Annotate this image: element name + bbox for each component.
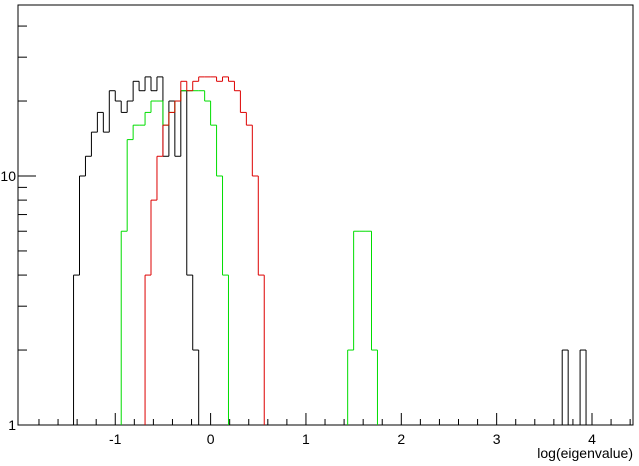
x-tick-label: 3 — [493, 431, 501, 447]
x-tick-label: -1 — [109, 431, 122, 447]
x-tick-label: 0 — [207, 431, 215, 447]
x-tick-label: 1 — [302, 431, 310, 447]
x-tick-label: 4 — [588, 431, 596, 447]
x-axis-label: log(eigenvalue) — [537, 445, 633, 461]
plot-frame — [17, 4, 634, 426]
x-tick-label: 2 — [397, 431, 405, 447]
y-tick-label: 1 — [8, 417, 16, 433]
y-tick-label: 10 — [0, 168, 16, 184]
